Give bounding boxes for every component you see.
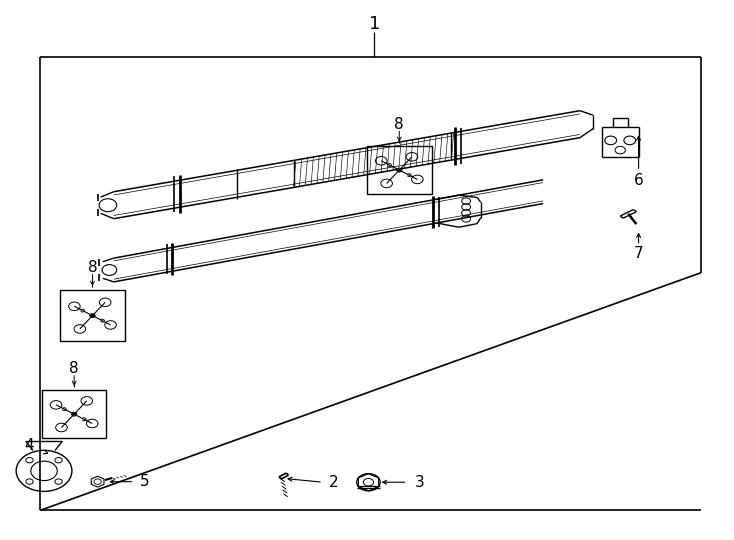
- Bar: [60, 290, 125, 341]
- Text: 1: 1: [368, 15, 380, 33]
- Text: 3: 3: [415, 475, 425, 490]
- Text: 2: 2: [329, 475, 339, 490]
- Circle shape: [90, 314, 95, 318]
- Bar: [42, 390, 106, 438]
- Bar: [367, 146, 432, 194]
- Text: 8: 8: [69, 361, 79, 376]
- Text: 7: 7: [633, 246, 644, 261]
- Text: 4: 4: [24, 438, 34, 453]
- Text: 8: 8: [394, 117, 404, 132]
- Circle shape: [396, 168, 402, 172]
- Text: 8: 8: [87, 260, 98, 275]
- Circle shape: [71, 412, 77, 416]
- Text: 5: 5: [139, 474, 150, 489]
- Text: 6: 6: [633, 173, 644, 188]
